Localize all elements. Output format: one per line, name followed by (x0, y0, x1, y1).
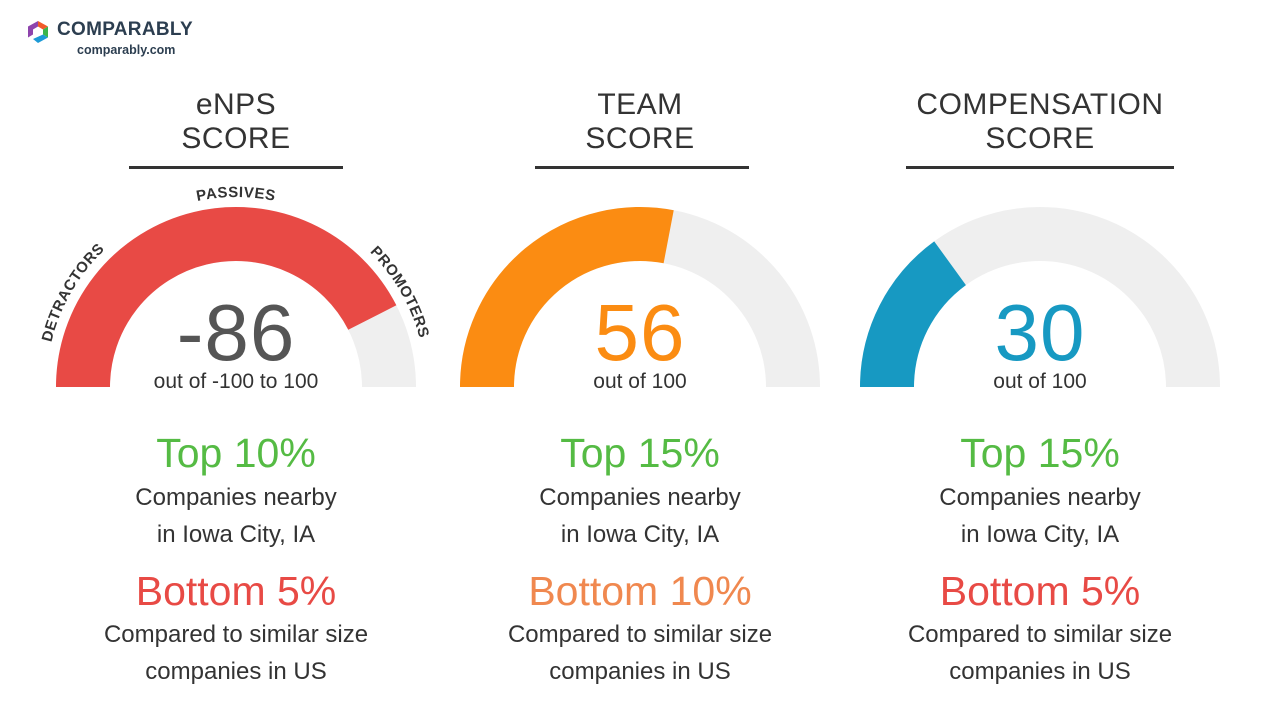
score-range: out of 100 (593, 370, 687, 393)
nearby-description: Companies nearby in Iowa City, IA (840, 479, 1240, 553)
title-line: COMPENSATION (916, 88, 1164, 121)
score-value: 30 (994, 288, 1086, 377)
score-value: -86 (176, 288, 296, 377)
top-percentile: Top 10% (156, 430, 316, 476)
nearby-description: Companies nearby in Iowa City, IA (440, 479, 840, 553)
compare-line: Compared to similar size (103, 621, 369, 648)
title-line: eNPS (195, 88, 277, 121)
panel-title: COMPENSATION SCORE (840, 88, 1240, 156)
nearby-line: Companies nearby (939, 484, 1141, 511)
compare-description: Compared to similar size companies in US (440, 616, 840, 690)
bottom-percentile: Bottom 5% (939, 568, 1141, 614)
nearby-line: in Iowa City, IA (156, 521, 316, 548)
brand-url: comparably.com (77, 43, 176, 57)
gauge (860, 207, 1220, 388)
nearby-line: in Iowa City, IA (960, 521, 1120, 548)
enps-panel: eNPS SCORE DETRACTORS PASSIVES PROMOTERS -… (36, 86, 436, 706)
compensation-panel: COMPENSATION SCORE 30 out of 100 Top 15%… (840, 86, 1240, 706)
gauge-fill (460, 207, 674, 388)
bottom-percentile: Bottom 10% (528, 568, 752, 614)
title-divider (535, 166, 749, 169)
panel-title: eNPS SCORE (36, 88, 436, 156)
compare-description: Compared to similar size companies in US (840, 616, 1240, 690)
title-line: SCORE (181, 122, 291, 155)
title-line: SCORE (585, 122, 695, 155)
compare-line: companies in US (145, 658, 327, 685)
compare-line: companies in US (549, 658, 731, 685)
brand-name: COMPARABLY (57, 19, 194, 40)
top-percentile: Top 15% (960, 430, 1120, 476)
gauge-fill (56, 207, 397, 388)
compare-description: Compared to similar size companies in US (36, 616, 436, 690)
brand: COMPARABLY comparably.com (24, 16, 224, 62)
nearby-line: in Iowa City, IA (560, 521, 720, 548)
compare-line: companies in US (949, 658, 1131, 685)
gauge (460, 207, 820, 388)
title-divider (906, 166, 1174, 169)
nearby-description: Companies nearby in Iowa City, IA (36, 479, 436, 553)
top-percentile: Top 15% (560, 430, 720, 476)
team-panel: TEAM SCORE 56 out of 100 Top 15% Compani… (440, 86, 840, 706)
compare-line: Compared to similar size (507, 621, 773, 648)
nearby-line: Companies nearby (539, 484, 741, 511)
title-line: TEAM (597, 88, 683, 121)
passives-label: PASSIVES (195, 184, 277, 205)
bottom-percentile: Bottom 5% (135, 568, 337, 614)
comparably-logo-icon (28, 21, 48, 43)
compare-line: Compared to similar size (907, 621, 1173, 648)
gauge-fill (860, 241, 967, 388)
score-range: out of 100 (993, 370, 1087, 393)
title-divider (129, 166, 343, 169)
title-line: SCORE (985, 122, 1095, 155)
nearby-line: Companies nearby (135, 484, 337, 511)
score-value: 56 (594, 288, 686, 377)
panel-title: TEAM SCORE (440, 88, 840, 156)
score-range: out of -100 to 100 (153, 370, 319, 393)
